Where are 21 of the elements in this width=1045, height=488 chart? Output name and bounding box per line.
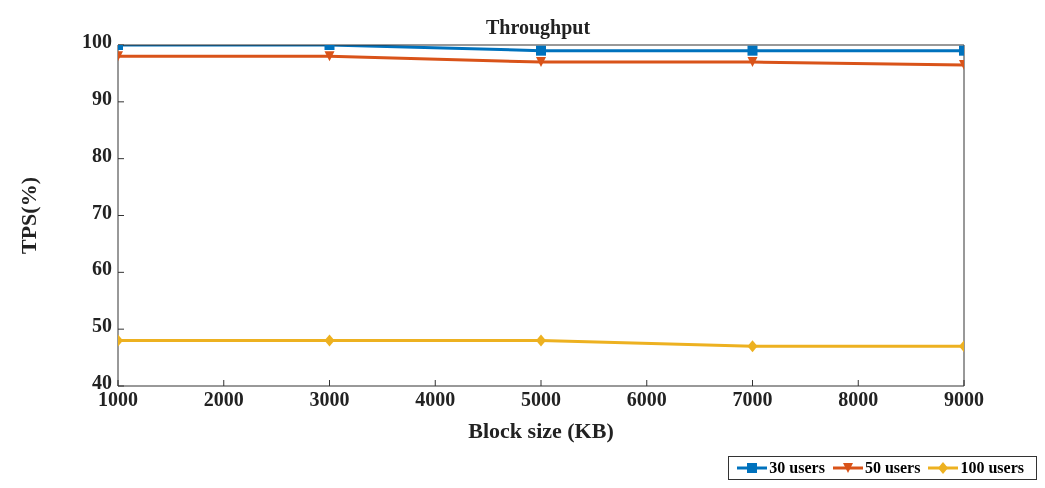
chart-title: Throughput [485,16,591,39]
x-tick-label: 6000 [626,388,667,411]
y-tick-label: 70 [92,200,112,223]
legend-label: 100 users [960,459,1024,477]
x-tick-label: 8000 [838,388,879,411]
x-tick-label: 3000 [309,388,350,411]
y-tick-label: 60 [92,257,112,280]
y-tick-label: 100 [82,30,112,53]
x-tick-label: 5000 [521,388,561,411]
x-tick-label: 1000 [98,388,138,411]
y-axis-title: TPS(%) [15,177,41,254]
y-tick-label: 50 [92,314,112,337]
y-tick-label: 90 [92,86,112,109]
y-tick-label: 80 [92,143,112,166]
x-tick-label: 2000 [203,388,244,411]
x-axis-title: Block size (KB) [468,418,614,443]
legend-label: 50 users [864,459,921,477]
x-tick-label: 4000 [415,388,456,411]
legend-label: 30 users [769,459,825,477]
x-tick-label: 7000 [732,388,773,411]
x-tick-label: 9000 [944,388,984,411]
